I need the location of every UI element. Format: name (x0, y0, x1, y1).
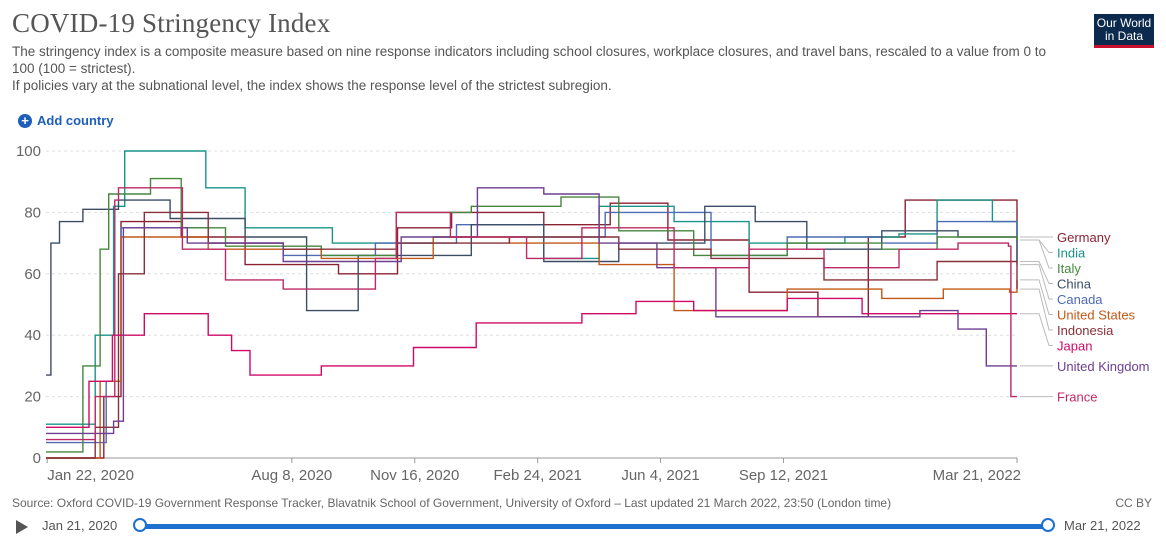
label-leader-italy (1020, 239, 1053, 269)
series-line-france[interactable] (46, 187, 1017, 441)
legend-label-germany[interactable]: Germany (1057, 230, 1111, 245)
legend-label-france[interactable]: France (1057, 390, 1097, 405)
x-tick-label: Jun 4, 2021 (621, 467, 699, 484)
license-link[interactable]: CC BY (1115, 496, 1152, 510)
series-line-italy[interactable] (46, 177, 1018, 453)
y-tick-label: 60 (24, 266, 41, 283)
play-icon[interactable] (16, 520, 28, 534)
x-tick-label: Jan 22, 2020 (47, 467, 134, 484)
subtitle-line-1: The stringency index is a composite meas… (12, 44, 1047, 76)
timeline-start-label: Jan 21, 2020 (42, 518, 118, 533)
timeline-start-handle[interactable] (133, 518, 147, 532)
chart-subtitle: The stringency index is a composite meas… (12, 43, 1052, 94)
legend-label-japan[interactable]: Japan (1057, 338, 1092, 353)
chart-title: COVID-19 Stringency Index (12, 8, 331, 38)
x-tick-label: Mar 21, 2022 (933, 467, 1021, 484)
series-line-united-kingdom[interactable] (46, 187, 1017, 435)
y-tick-label: 0 (33, 450, 41, 467)
logo-line-2: in Data (1104, 29, 1144, 43)
label-leader-united-states (1020, 279, 1053, 315)
x-tick-label: Sep 12, 2021 (739, 467, 828, 484)
y-tick-label: 100 (16, 143, 41, 160)
source-note: Source: Oxford COVID-19 Government Respo… (12, 496, 892, 510)
legend-label-canada[interactable]: Canada (1057, 292, 1103, 307)
y-tick-label: 20 (24, 389, 41, 406)
series-line-china[interactable] (46, 199, 1018, 376)
subtitle-line-2: If policies vary at the subnational leve… (12, 78, 612, 93)
add-country-button[interactable]: + Add country (18, 113, 114, 128)
legend-label-india[interactable]: India (1057, 245, 1086, 260)
add-country-label: Add country (37, 113, 114, 128)
plus-icon: + (18, 113, 32, 128)
x-tick-label: Nov 16, 2020 (370, 467, 459, 484)
timeline-end-label: Mar 21, 2022 (1064, 518, 1141, 533)
series-line-canada[interactable] (46, 211, 1018, 444)
logo-line-1: Our World (1096, 16, 1152, 30)
stringency-line-chart[interactable]: 0 20 40 60 80 100 Jan 22, 2020 Aug 8, 2020 Nov 1… (0, 135, 1166, 490)
series-line-united-states[interactable] (46, 236, 1018, 459)
owid-logo[interactable]: Our World in Data (1094, 14, 1154, 48)
label-leader-indonesia (1020, 288, 1053, 331)
legend-label-indonesia[interactable]: Indonesia (1057, 323, 1114, 338)
x-tick-label: Feb 24, 2021 (493, 467, 581, 484)
legend-label-united-kingdom[interactable]: United Kingdom (1057, 359, 1150, 374)
x-tick-label: Aug 8, 2020 (251, 467, 332, 484)
series-line-india[interactable] (46, 150, 1018, 425)
legend-label-united-states[interactable]: United States (1057, 307, 1136, 322)
label-leader-india (1020, 239, 1053, 253)
timeline-track[interactable] (140, 524, 1048, 529)
legend-label-italy[interactable]: Italy (1057, 261, 1081, 276)
timeline-end-handle[interactable] (1041, 518, 1055, 532)
y-tick-label: 40 (24, 327, 41, 344)
label-leader-china (1020, 261, 1053, 284)
legend-label-china[interactable]: China (1057, 276, 1092, 291)
timeline-slider[interactable]: Jan 21, 2020 Mar 21, 2022 (0, 514, 1166, 542)
series-line-germany[interactable] (46, 199, 1018, 459)
label-leader-japan (1020, 313, 1053, 346)
y-tick-label: 80 (24, 204, 41, 221)
label-leader-canada (1020, 264, 1053, 300)
series-line-japan[interactable] (46, 297, 1017, 428)
